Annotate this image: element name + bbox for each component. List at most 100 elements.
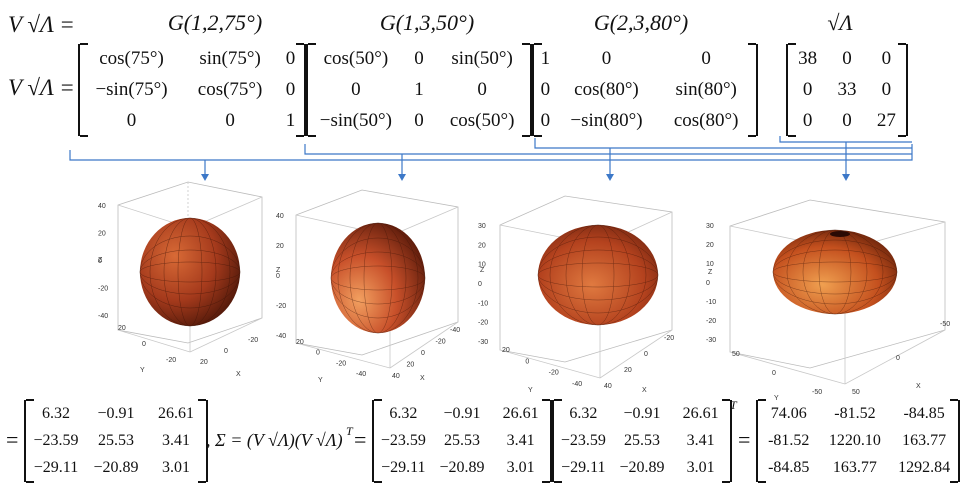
z-tick-label: -10 xyxy=(706,299,716,306)
z-tick-label: -30 xyxy=(706,337,716,344)
z-tick-label: 0 xyxy=(98,258,102,265)
y-tick-label: 20 xyxy=(296,339,304,346)
sqrt-lambda-matrix: 38 0 0 0 33 0 0 0 27 xyxy=(786,43,908,137)
matrix-cell: 0 xyxy=(540,78,551,100)
equals-sign-3: = xyxy=(738,427,751,452)
matrix-cell: cos(80°) xyxy=(673,109,739,131)
matrix-cell: -84.85 xyxy=(768,459,810,477)
matrix-cell: 0 xyxy=(701,48,711,70)
ellipsoid-1 xyxy=(139,217,241,327)
factor-transpose-sup: T xyxy=(730,398,737,412)
sigma-transpose-sup: T xyxy=(346,424,353,438)
z-tick-label: -20 xyxy=(276,303,286,310)
rotation-matrix-g23: 1 0 0 0 cos(80°) sin(80°) 0 −sin(80°) co… xyxy=(532,43,758,137)
header-g-2-3-80: G(2,3,80°) xyxy=(593,10,689,35)
matrix-cell: −29.11 xyxy=(381,459,426,477)
x-tick-label: 0 xyxy=(896,355,900,362)
matrix-cell: 3.41 xyxy=(162,431,190,449)
z-tick-label: -40 xyxy=(276,333,286,340)
rotation-matrix-g12: cos(75°) sin(75°) 0 −sin(75°) cos(75°) 0… xyxy=(78,43,306,137)
matrix-cell: cos(75°) xyxy=(99,48,164,70)
matrix-cell: 25.53 xyxy=(98,431,134,449)
z-tick-label: 20 xyxy=(276,243,284,250)
matrix-cell: −20.89 xyxy=(439,459,485,477)
matrix-cell: 0 xyxy=(842,109,852,131)
equals-sign-1: = xyxy=(6,427,19,452)
matrix-cell: cos(75°) xyxy=(197,78,263,100)
matrix-cell: 0 xyxy=(225,109,235,131)
z-tick-label: -20 xyxy=(478,320,488,327)
z-tick-label: 40 xyxy=(276,213,284,220)
matrix-cell: 1 xyxy=(285,109,296,131)
y-tick-label: 0 xyxy=(142,341,146,348)
x-tick-label: 0 xyxy=(421,350,425,357)
y-tick-label: 50 xyxy=(732,351,740,358)
top-lhs-label: V √Λ = xyxy=(8,12,75,37)
z-tick-label: 40 xyxy=(98,203,106,210)
z-tick-label: 0 xyxy=(478,281,482,288)
x-tick-label: 20 xyxy=(200,359,208,366)
matrix-cell: −0.91 xyxy=(443,404,481,422)
x-tick-label: -40 xyxy=(450,327,460,334)
matrix-cell: 33 xyxy=(837,78,857,100)
matrix-cell: 1220.10 xyxy=(828,431,881,449)
matrix-cell: 25.53 xyxy=(443,431,480,449)
x-tick-label: 50 xyxy=(852,389,860,396)
matrix-cell: sin(80°) xyxy=(675,78,737,100)
matrix-cell: 0 xyxy=(414,48,424,70)
matrix-cell: −20.89 xyxy=(619,459,665,477)
z-tick-label: 30 xyxy=(706,223,714,230)
ellipsoid-4 xyxy=(772,229,898,315)
matrix-cell: 0 xyxy=(881,78,892,100)
y-tick-label: -40 xyxy=(356,371,366,378)
z-tick-label: -20 xyxy=(98,286,108,293)
matrix-cell: 6.32 xyxy=(389,404,418,422)
y-axis-label: Y xyxy=(140,367,145,374)
matrix-cell: -81.52 xyxy=(768,431,810,449)
matrix-cell: 0 xyxy=(601,48,612,70)
z-tick-label: 30 xyxy=(478,223,486,230)
x-axis-label: X xyxy=(916,383,921,390)
z-tick-label: -20 xyxy=(706,318,716,325)
matrix-cell: 0 xyxy=(126,109,137,131)
x-tick-label: 0 xyxy=(224,348,228,355)
x-tick-label: -20 xyxy=(664,335,674,342)
z-tick-label: 0 xyxy=(706,280,710,287)
z-axis-label: Z xyxy=(276,267,281,274)
matrix-cell: 0 xyxy=(540,109,551,131)
matrix-cell: 3.01 xyxy=(686,459,715,477)
z-tick-label: -30 xyxy=(478,339,488,346)
x-tick-label: 20 xyxy=(407,362,415,369)
x-axis-label: X xyxy=(642,387,647,394)
ellipsoid-3 xyxy=(537,224,659,326)
ellipsoid-2 xyxy=(330,222,426,334)
matrix-cell: −0.91 xyxy=(623,404,661,422)
matrix-cell: 25.53 xyxy=(623,431,660,449)
header-sqrt-lambda: √Λ xyxy=(827,10,853,35)
y-tick-label: -20 xyxy=(166,357,176,364)
matrix-cell: −23.59 xyxy=(380,431,426,449)
y-axis-label: Y xyxy=(528,387,533,394)
matrix-cell: 74.06 xyxy=(770,404,807,422)
matrix-cell: 163.77 xyxy=(832,459,877,477)
x-tick-label: 20 xyxy=(624,367,632,374)
matrix-cell: 3.01 xyxy=(506,459,535,477)
z-axis-label: Z xyxy=(98,257,103,264)
x-tick-label: -50 xyxy=(940,321,950,328)
y-tick-label: 0 xyxy=(772,370,776,377)
y-tick-label: 0 xyxy=(525,358,529,365)
matrix-cell: −20.89 xyxy=(93,459,139,477)
z-tick-label: 20 xyxy=(478,242,486,249)
matrix-cell: −sin(80°) xyxy=(570,109,643,131)
matrix-cell: 0 xyxy=(285,78,296,100)
x-tick-label: 0 xyxy=(644,351,648,358)
x-axis-label: X xyxy=(420,375,425,382)
matrix-cell: cos(50°) xyxy=(449,109,515,131)
matrix-cell: 0 xyxy=(351,78,361,100)
matrix-cell: 27 xyxy=(876,109,896,131)
matrix-cell: -81.52 xyxy=(834,404,876,422)
matrix-cell: 3.41 xyxy=(686,431,715,449)
matrix-cell: cos(80°) xyxy=(574,78,639,100)
matrix-cell: −0.91 xyxy=(97,404,135,422)
